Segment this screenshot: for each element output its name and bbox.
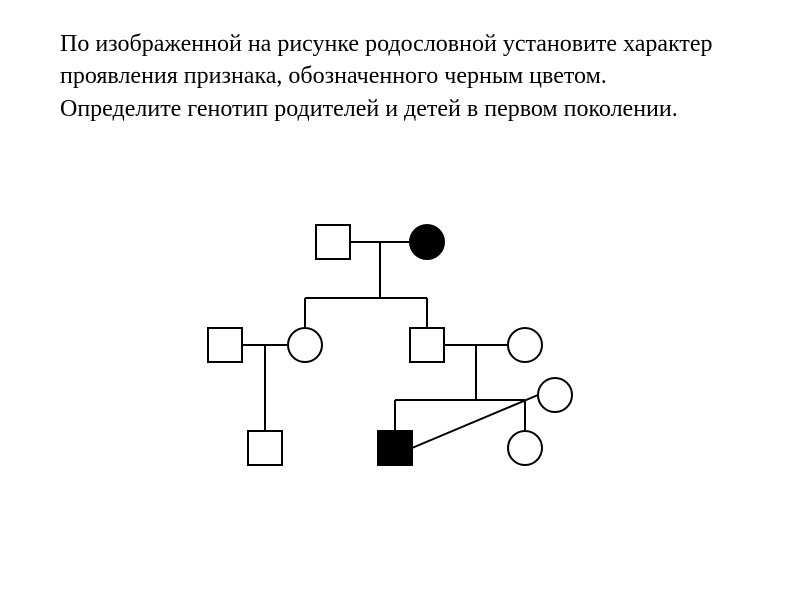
pedigree-male bbox=[248, 431, 282, 465]
page: По изображенной на рисунке родословной у… bbox=[0, 0, 800, 600]
pedigree-male bbox=[208, 328, 242, 362]
pedigree-female bbox=[508, 431, 542, 465]
pedigree-female bbox=[508, 328, 542, 362]
pedigree-female bbox=[288, 328, 322, 362]
pedigree-male bbox=[378, 431, 412, 465]
pedigree-male bbox=[316, 225, 350, 259]
pedigree-female bbox=[538, 378, 572, 412]
pedigree-chart bbox=[195, 200, 615, 520]
task-text: По изображенной на рисунке родословной у… bbox=[60, 28, 720, 125]
pedigree-female bbox=[410, 225, 444, 259]
pedigree-svg bbox=[195, 200, 615, 520]
pedigree-male bbox=[410, 328, 444, 362]
